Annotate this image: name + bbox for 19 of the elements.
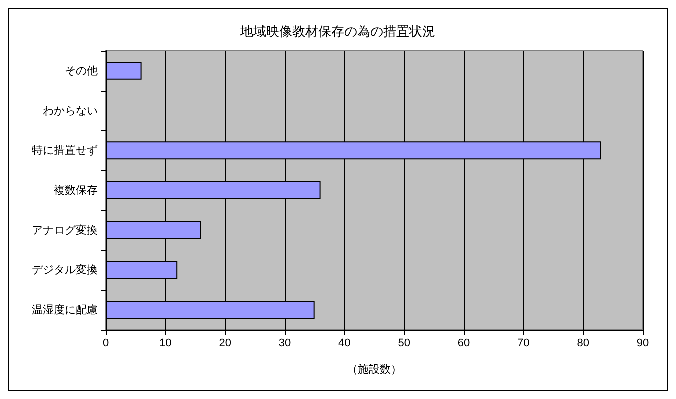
chart-title: 地域映像教材保存の為の措置状況 [240,25,436,40]
x-tick-label: 60 [458,338,470,350]
y-tick-label: わからない [43,104,98,118]
x-tick-label: 50 [398,338,410,350]
y-tick-label: その他 [65,64,98,78]
x-axis-title: （施設数） [347,363,402,376]
x-tick-label: 10 [160,338,172,350]
y-tick-label: 温湿度に配慮 [32,304,98,317]
y-tick-label: アナログ変換 [32,224,98,237]
x-tick-label: 30 [278,338,292,350]
x-tick-label: 0 [102,338,110,350]
x-tick-label: 80 [577,338,590,350]
x-tick-label: 20 [219,338,232,350]
y-tick-label: 特に措置せず [32,144,98,158]
x-tick-label: 90 [636,338,650,350]
y-tick-label: 複数保存 [54,184,98,197]
x-tick-label: 40 [338,338,351,350]
y-tick-label: デジタル変換 [32,264,98,277]
x-tick-label: 70 [518,338,530,350]
